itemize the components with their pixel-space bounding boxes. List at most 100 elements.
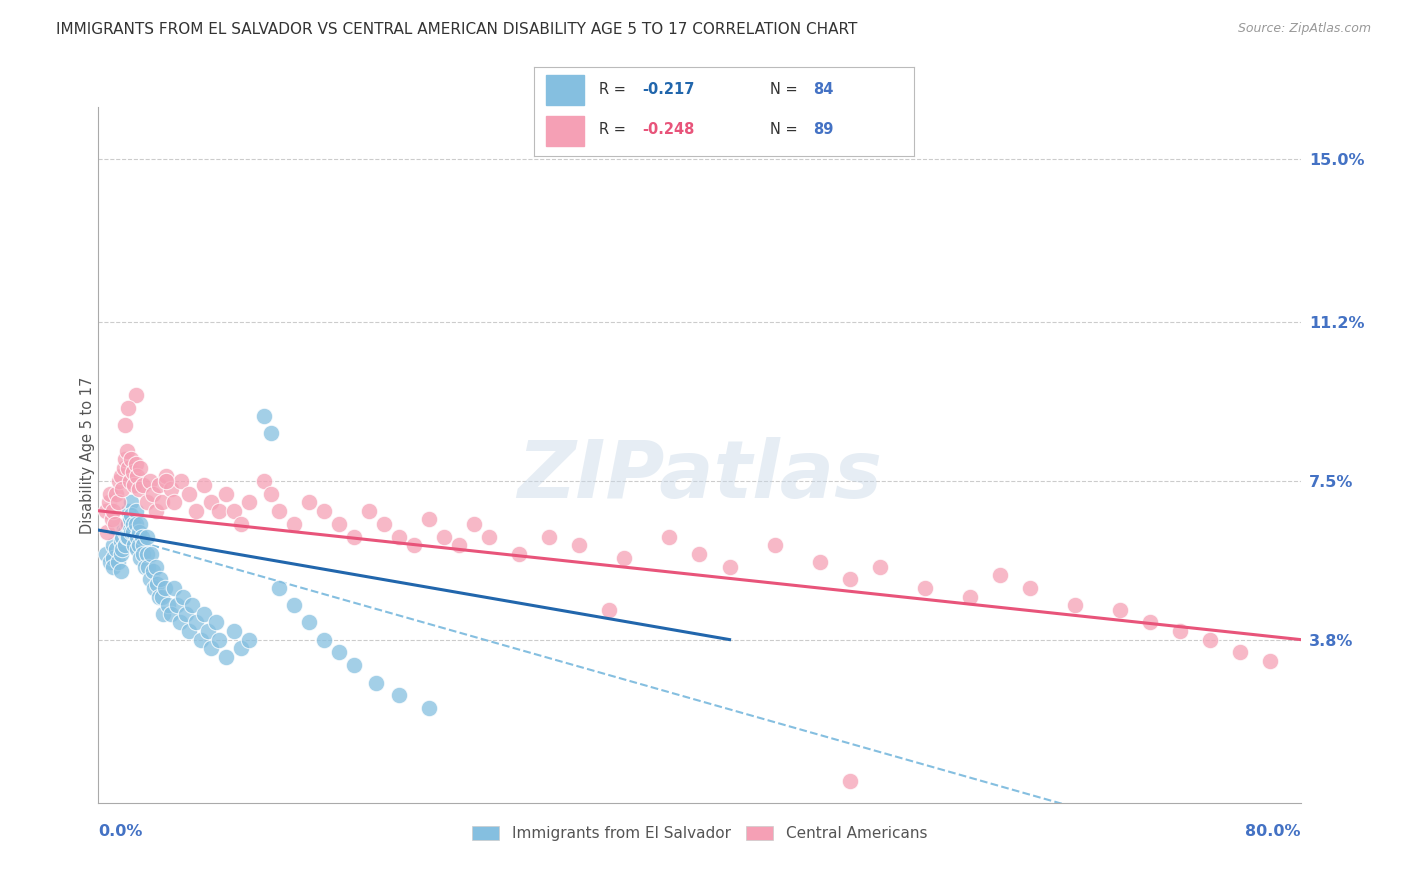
Point (153, 581, 176, 595)
Point (127, 469, 149, 483)
Point (124, 538, 146, 552)
Point (145, 559, 167, 574)
Point (1064, 599, 1087, 613)
Point (121, 495, 143, 509)
Text: ZIPatlas: ZIPatlas (517, 437, 882, 515)
Point (312, 504, 335, 518)
Point (148, 590, 170, 604)
Point (107, 495, 129, 509)
Point (193, 607, 215, 621)
Point (508, 547, 530, 561)
Point (141, 486, 163, 500)
Point (162, 581, 184, 595)
Point (114, 452, 136, 467)
Point (112, 521, 135, 535)
Point (118, 474, 141, 488)
Point (283, 516, 305, 531)
Point (111, 483, 134, 497)
Point (110, 547, 132, 561)
Point (112, 460, 135, 475)
Point (312, 632, 335, 647)
Point (132, 478, 155, 492)
Y-axis label: Disability Age 5 to 17: Disability Age 5 to 17 (80, 376, 94, 533)
Point (110, 469, 132, 483)
Point (156, 599, 179, 613)
Point (122, 525, 145, 540)
Point (125, 504, 148, 518)
Text: Source: ZipAtlas.com: Source: ZipAtlas.com (1237, 22, 1371, 36)
Point (128, 483, 150, 497)
Point (150, 590, 173, 604)
Point (111, 542, 134, 557)
Point (115, 529, 138, 543)
Point (689, 547, 711, 561)
Text: -0.217: -0.217 (643, 82, 695, 97)
Point (115, 443, 138, 458)
Text: 0.0%: 0.0% (98, 823, 143, 838)
Point (718, 559, 741, 574)
Point (215, 486, 238, 500)
Point (105, 486, 128, 500)
Point (117, 504, 139, 518)
Legend: Immigrants from El Salvador, Central Americans: Immigrants from El Salvador, Central Ame… (465, 820, 934, 847)
Point (110, 533, 132, 548)
Point (162, 495, 184, 509)
Point (1109, 602, 1132, 616)
Point (97, 495, 120, 509)
Point (598, 602, 620, 616)
Point (238, 495, 260, 509)
Point (463, 516, 485, 531)
Point (366, 675, 388, 690)
Point (149, 573, 172, 587)
Point (103, 551, 125, 566)
Point (166, 599, 188, 613)
Point (418, 512, 440, 526)
Point (200, 495, 222, 509)
Point (208, 632, 231, 647)
Point (328, 645, 350, 659)
Point (959, 590, 981, 604)
Point (135, 529, 157, 543)
Point (184, 615, 207, 630)
Point (138, 474, 160, 488)
Point (125, 388, 148, 402)
Point (159, 483, 181, 497)
Point (169, 615, 191, 630)
Point (373, 516, 395, 531)
Point (231, 516, 253, 531)
Point (298, 495, 321, 509)
Point (914, 581, 936, 595)
Point (100, 486, 122, 500)
Point (267, 504, 290, 518)
Point (127, 542, 149, 557)
Point (298, 615, 321, 630)
Point (222, 504, 245, 518)
Point (115, 516, 138, 531)
Point (231, 641, 253, 656)
Text: 80.0%: 80.0% (1246, 823, 1301, 838)
Point (838, 774, 860, 789)
Bar (546, 116, 583, 146)
Point (388, 529, 411, 543)
Point (763, 538, 786, 552)
Point (138, 573, 160, 587)
Point (135, 547, 157, 561)
Point (343, 529, 366, 543)
Point (447, 538, 470, 552)
Point (122, 516, 145, 531)
Point (96, 525, 118, 540)
Point (108, 474, 131, 488)
Point (114, 417, 136, 432)
Point (103, 504, 125, 518)
Point (114, 525, 136, 540)
Point (180, 599, 202, 613)
Point (103, 538, 125, 552)
Point (1019, 581, 1042, 595)
Point (132, 547, 155, 561)
Point (103, 559, 125, 574)
Point (1170, 624, 1192, 638)
Point (111, 529, 134, 543)
Point (152, 607, 174, 621)
Point (418, 701, 440, 715)
Point (117, 529, 139, 543)
